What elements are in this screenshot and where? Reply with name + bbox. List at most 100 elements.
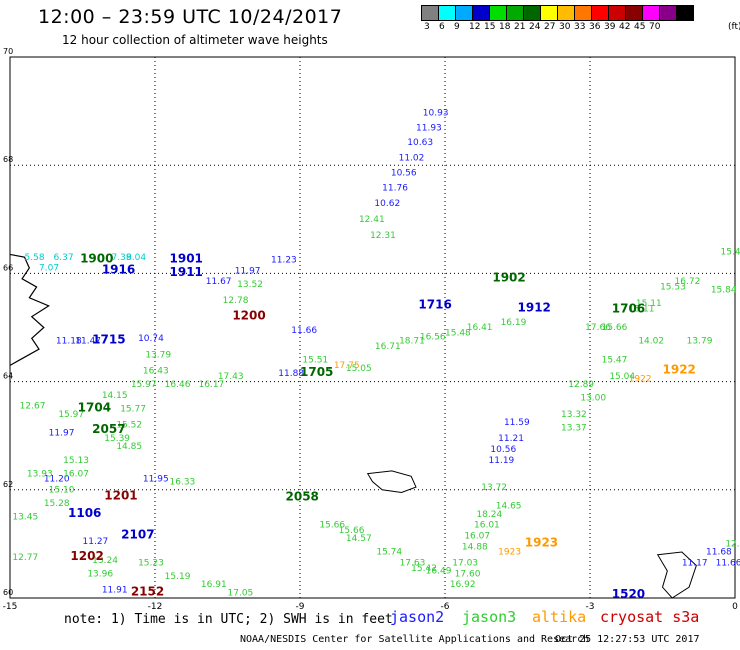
swh-value-label: 16.43 <box>143 366 169 376</box>
swh-value-label: 13.72 <box>481 483 507 493</box>
swh-value-label: 15.10 <box>49 486 75 496</box>
swh-value-label: 16.72 <box>675 277 701 287</box>
pass-time-label: 1202 <box>70 549 103 563</box>
swh-value-label: 18.71 <box>399 337 425 347</box>
scale-label: 27 <box>544 22 556 32</box>
swh-value-label: 16.17 <box>199 380 225 390</box>
pass-time-label: 1704 <box>78 400 111 414</box>
pass-time-label: 1715 <box>92 333 125 347</box>
swh-value-label: 15.97 <box>131 380 157 390</box>
swh-value-label: 6.37 <box>54 253 74 263</box>
swh-value-label: 15.11 <box>629 304 655 314</box>
swh-value-label: 15.84 <box>711 285 737 295</box>
scale-label: 12 <box>469 22 481 32</box>
swh-value-label: 14.57 <box>346 534 372 544</box>
swh-value-label: 7.07 <box>39 264 59 274</box>
swh-value-label: 10.93 <box>423 108 449 118</box>
swh-value-label: 11.20 <box>44 475 70 485</box>
scale-label: 6 <box>439 22 445 32</box>
swh-value-label: 11.97 <box>235 266 261 276</box>
swh-value-label: 15.28 <box>44 499 70 509</box>
swh-value-label: 7.39 <box>112 253 132 263</box>
y-tick-label: 66 <box>3 263 13 272</box>
swh-value-label: 10.74 <box>138 334 164 344</box>
swh-value-label: 16.07 <box>464 531 490 541</box>
swh-value-label: 11.59 <box>504 418 530 428</box>
swh-value-label: 15.39 <box>104 434 130 444</box>
swh-value-label: 13.32 <box>561 410 587 420</box>
scale-label: 42 <box>619 22 631 32</box>
x-tick-label: -3 <box>586 602 595 612</box>
iceland-coastline <box>9 253 50 366</box>
swh-value-label: 15.11 <box>636 299 662 309</box>
swh-value-label: 16.41 <box>467 323 493 333</box>
scale-label: 9 <box>454 22 460 32</box>
swh-value-label: 16.56 <box>420 332 446 342</box>
pass-time-label: 1911 <box>170 265 203 279</box>
swh-value-label: 12.89 <box>568 380 594 390</box>
swh-value-label: 15.52 <box>116 421 142 431</box>
y-tick-label: 62 <box>3 480 13 489</box>
swh-value-label: 11.76 <box>382 184 408 194</box>
swh-value-label: 15.48 <box>445 329 471 339</box>
pass-time-label: 1706 <box>612 301 645 315</box>
swh-value-label: 15.04 <box>609 372 635 382</box>
swh-value-label: 11.23 <box>271 256 297 266</box>
swh-value-label: 13.93 <box>27 469 53 479</box>
swh-value-label: 11.93 <box>416 124 442 134</box>
swh-value-label: 17.05 <box>228 588 254 598</box>
pass-time-label: 2107 <box>121 527 154 541</box>
swh-value-label: 18.24 <box>476 510 502 520</box>
color-scale-unit: (ft) <box>728 22 740 32</box>
color-scale-bar <box>421 5 694 21</box>
swh-value-label: 15.13 <box>63 456 89 466</box>
pass-time-label: 2152 <box>131 584 164 598</box>
swh-value-label: 13.00 <box>580 394 606 404</box>
scale-label: 21 <box>514 22 526 32</box>
swh-value-label: 11.21 <box>498 434 524 444</box>
swh-value-label: 16.71 <box>375 342 401 352</box>
swh-value-label: 13.79 <box>687 337 713 347</box>
swh-value-label: 8.04 <box>126 253 146 263</box>
swh-value-label: 11.19 <box>489 456 515 466</box>
swh-value-label: 17.66 <box>585 323 611 333</box>
color-scale-labels: 3 6 9 12 15 18 21 24 27 30 33 36 39 42 45 70 <box>421 22 740 34</box>
swh-value-label: 15.23 <box>138 559 164 569</box>
scale-label: 18 <box>499 22 511 32</box>
map-title: 12:00 – 23:59 UTC 10/24/2017 <box>38 6 343 28</box>
swh-value-label: 11.66 <box>716 559 740 569</box>
swh-value-label: 16.46 <box>165 380 191 390</box>
pass-time-label: 1716 <box>418 298 451 312</box>
map-subtitle: 12 hour collection of altimeter wave hei… <box>62 33 328 47</box>
map-frame <box>9 56 736 599</box>
footer-note: note: 1) Time is in UTC; 2) SWH is in fe… <box>64 612 393 627</box>
swh-value-label: 15.74 <box>376 548 402 558</box>
swh-value-label: 17.63 <box>400 559 426 569</box>
swh-value-label: 13.45 <box>12 513 38 523</box>
swh-value-label: 17.03 <box>452 559 478 569</box>
swh-value-label: 12.31 <box>370 231 396 241</box>
legend-jason2: jason2 <box>390 608 445 626</box>
swh-value-label: 11.47 <box>75 337 101 347</box>
swh-value-label: 16.01 <box>474 521 500 531</box>
scale-label: 45 <box>634 22 646 32</box>
swh-value-label: 15.66 <box>319 521 345 531</box>
swh-value-label: 16.19 <box>501 318 527 328</box>
swh-value-label: 11.67 <box>206 277 232 287</box>
swh-value-label: 11.97 <box>49 429 75 439</box>
swh-value-label: 10.62 <box>374 199 400 209</box>
swh-value-label: 15.66 <box>602 323 628 333</box>
scale-swatch <box>676 5 694 21</box>
pass-time-label: 2058 <box>286 490 319 504</box>
pass-time-label: 1912 <box>518 300 551 314</box>
swh-value-label: 11.88 <box>278 369 304 379</box>
swh-value-label: 12.67 <box>20 402 46 412</box>
x-tick-label: -9 <box>296 602 305 612</box>
y-tick-label: 60 <box>3 588 13 597</box>
swh-value-label: 12.26 <box>725 540 740 550</box>
swh-value-label: 15.05 <box>346 364 372 374</box>
swh-value-label: 15.42 <box>411 564 437 574</box>
x-tick-label: -15 <box>3 602 18 612</box>
swh-value-label: 10.56 <box>490 445 516 455</box>
swh-value-label: 16.49 <box>426 567 452 577</box>
